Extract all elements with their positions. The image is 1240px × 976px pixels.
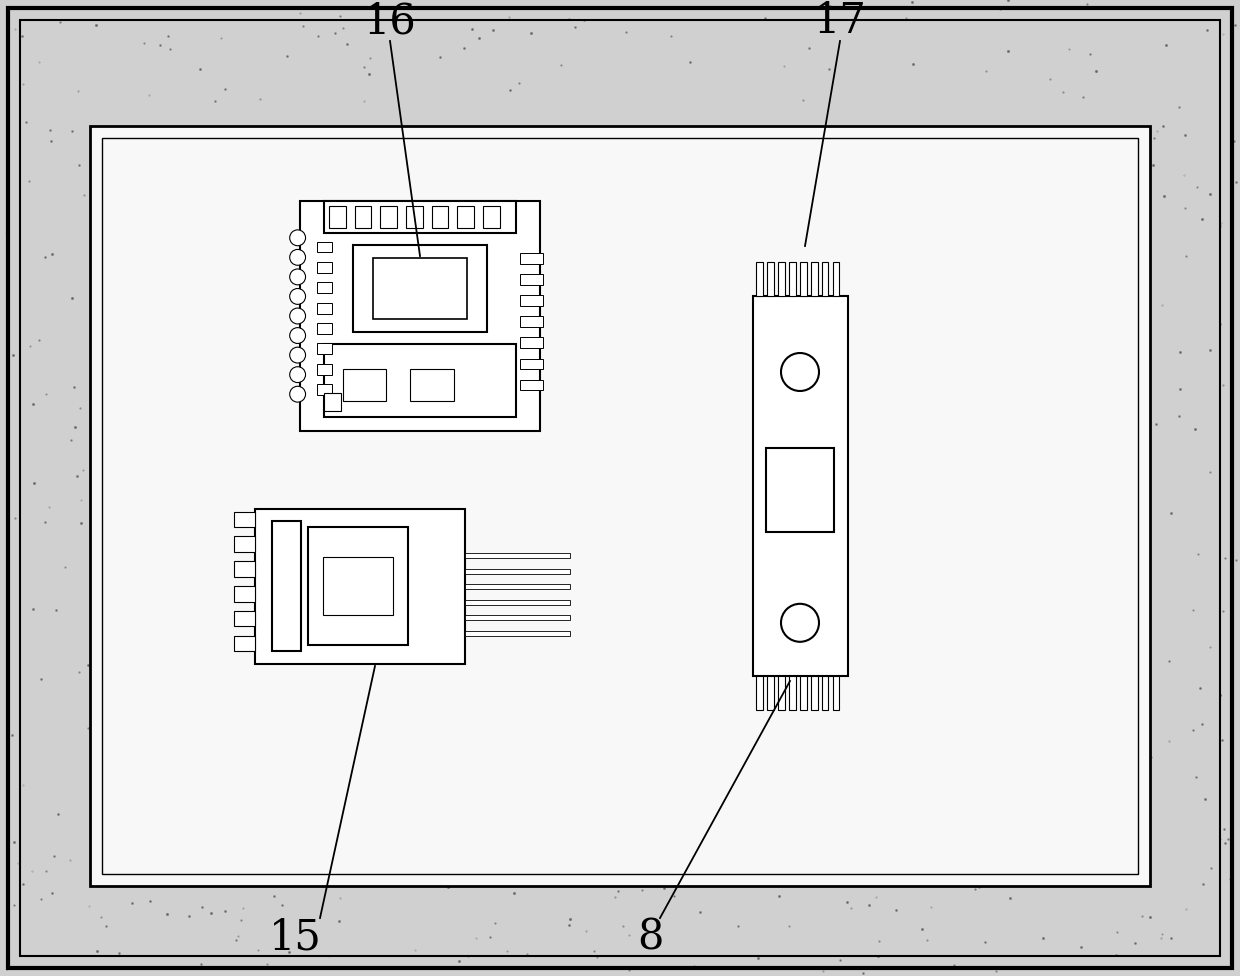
Bar bbox=[234, 511, 255, 527]
Bar bbox=[234, 561, 255, 577]
Bar bbox=[520, 338, 543, 348]
Bar bbox=[322, 556, 393, 616]
Bar bbox=[811, 262, 817, 296]
Bar bbox=[520, 380, 543, 390]
Bar bbox=[520, 358, 543, 369]
Bar bbox=[811, 676, 817, 711]
Bar bbox=[768, 262, 774, 296]
Bar bbox=[410, 369, 454, 401]
Bar bbox=[432, 206, 449, 228]
Bar bbox=[822, 262, 828, 296]
Bar bbox=[272, 521, 301, 651]
Bar bbox=[316, 344, 332, 354]
Bar bbox=[373, 258, 467, 319]
Bar bbox=[343, 369, 387, 401]
Circle shape bbox=[290, 308, 305, 324]
Bar bbox=[800, 262, 807, 296]
Bar bbox=[822, 676, 828, 711]
Circle shape bbox=[290, 367, 305, 383]
Bar bbox=[329, 206, 346, 228]
Text: 8: 8 bbox=[637, 917, 663, 959]
Bar bbox=[484, 206, 500, 228]
Text: 15: 15 bbox=[269, 917, 321, 959]
Bar bbox=[381, 206, 397, 228]
Bar bbox=[91, 126, 1149, 886]
Circle shape bbox=[781, 353, 818, 391]
Bar bbox=[789, 676, 796, 711]
Bar bbox=[234, 537, 255, 551]
Bar bbox=[324, 344, 516, 417]
Bar bbox=[316, 385, 332, 395]
Bar bbox=[316, 242, 332, 253]
Bar bbox=[316, 323, 332, 334]
Bar bbox=[300, 201, 539, 431]
Bar bbox=[316, 282, 332, 293]
Circle shape bbox=[290, 386, 305, 402]
Bar bbox=[520, 316, 543, 327]
Bar bbox=[316, 303, 332, 313]
Bar bbox=[465, 569, 570, 574]
Bar bbox=[520, 253, 543, 264]
Bar bbox=[766, 448, 835, 532]
Circle shape bbox=[290, 289, 305, 305]
Bar bbox=[353, 245, 487, 332]
Bar bbox=[520, 296, 543, 306]
Bar bbox=[768, 676, 774, 711]
Bar bbox=[324, 393, 341, 411]
Bar bbox=[833, 676, 839, 711]
Text: 16: 16 bbox=[363, 0, 417, 42]
Circle shape bbox=[290, 269, 305, 285]
Bar bbox=[308, 527, 408, 645]
Circle shape bbox=[290, 347, 305, 363]
Bar bbox=[779, 262, 785, 296]
Bar bbox=[465, 553, 570, 558]
Bar bbox=[458, 206, 474, 228]
Bar bbox=[255, 508, 465, 664]
Bar bbox=[789, 262, 796, 296]
Bar bbox=[465, 600, 570, 604]
Bar bbox=[520, 274, 543, 285]
Bar bbox=[234, 611, 255, 627]
Bar bbox=[833, 262, 839, 296]
Text: 17: 17 bbox=[813, 0, 867, 42]
Bar bbox=[355, 206, 371, 228]
Bar bbox=[756, 262, 763, 296]
Bar bbox=[405, 206, 423, 228]
Bar bbox=[465, 585, 570, 590]
Bar bbox=[779, 676, 785, 711]
Circle shape bbox=[781, 604, 818, 642]
Circle shape bbox=[290, 250, 305, 265]
Bar bbox=[234, 586, 255, 601]
Bar bbox=[465, 630, 570, 635]
Bar bbox=[753, 296, 847, 676]
Bar bbox=[316, 262, 332, 272]
Bar bbox=[102, 138, 1138, 874]
Bar bbox=[465, 616, 570, 620]
Circle shape bbox=[290, 230, 305, 246]
Bar bbox=[800, 676, 807, 711]
Bar bbox=[756, 676, 763, 711]
Bar bbox=[234, 635, 255, 651]
Circle shape bbox=[290, 328, 305, 344]
Bar bbox=[316, 364, 332, 375]
Bar bbox=[324, 201, 516, 233]
